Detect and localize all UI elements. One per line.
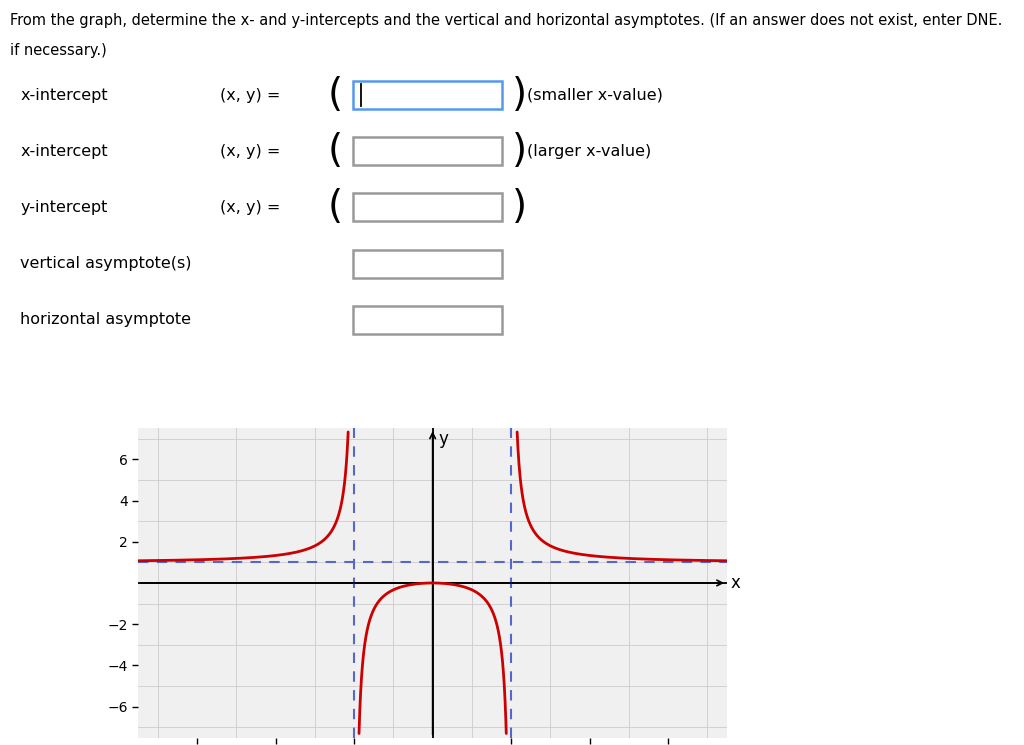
Text: vertical asymptote(s): vertical asymptote(s)	[20, 256, 191, 271]
FancyBboxPatch shape	[353, 194, 502, 221]
Text: x-intercept: x-intercept	[20, 144, 109, 159]
FancyBboxPatch shape	[353, 305, 502, 334]
FancyBboxPatch shape	[353, 137, 502, 165]
Text: (: (	[328, 76, 343, 114]
Text: (: (	[328, 188, 343, 226]
Text: (smaller x-value): (smaller x-value)	[527, 88, 664, 103]
Text: ): )	[512, 132, 527, 171]
Text: x-intercept: x-intercept	[20, 88, 109, 103]
Text: (larger x-value): (larger x-value)	[527, 144, 651, 159]
Text: (x, y) =: (x, y) =	[220, 200, 281, 215]
Text: ): )	[512, 76, 527, 114]
Text: From the graph, determine the x- and y-intercepts and the vertical and horizonta: From the graph, determine the x- and y-i…	[10, 13, 1002, 28]
Text: (: (	[328, 132, 343, 171]
Text: (x, y) =: (x, y) =	[220, 144, 281, 159]
Text: (x, y) =: (x, y) =	[220, 88, 281, 103]
Text: y: y	[438, 431, 449, 448]
Text: y-intercept: y-intercept	[20, 200, 108, 215]
Text: x: x	[731, 574, 740, 592]
FancyBboxPatch shape	[353, 250, 502, 278]
Text: ): )	[512, 188, 527, 226]
Text: horizontal asymptote: horizontal asymptote	[20, 312, 191, 327]
Text: if necessary.): if necessary.)	[10, 43, 106, 58]
FancyBboxPatch shape	[353, 81, 502, 109]
